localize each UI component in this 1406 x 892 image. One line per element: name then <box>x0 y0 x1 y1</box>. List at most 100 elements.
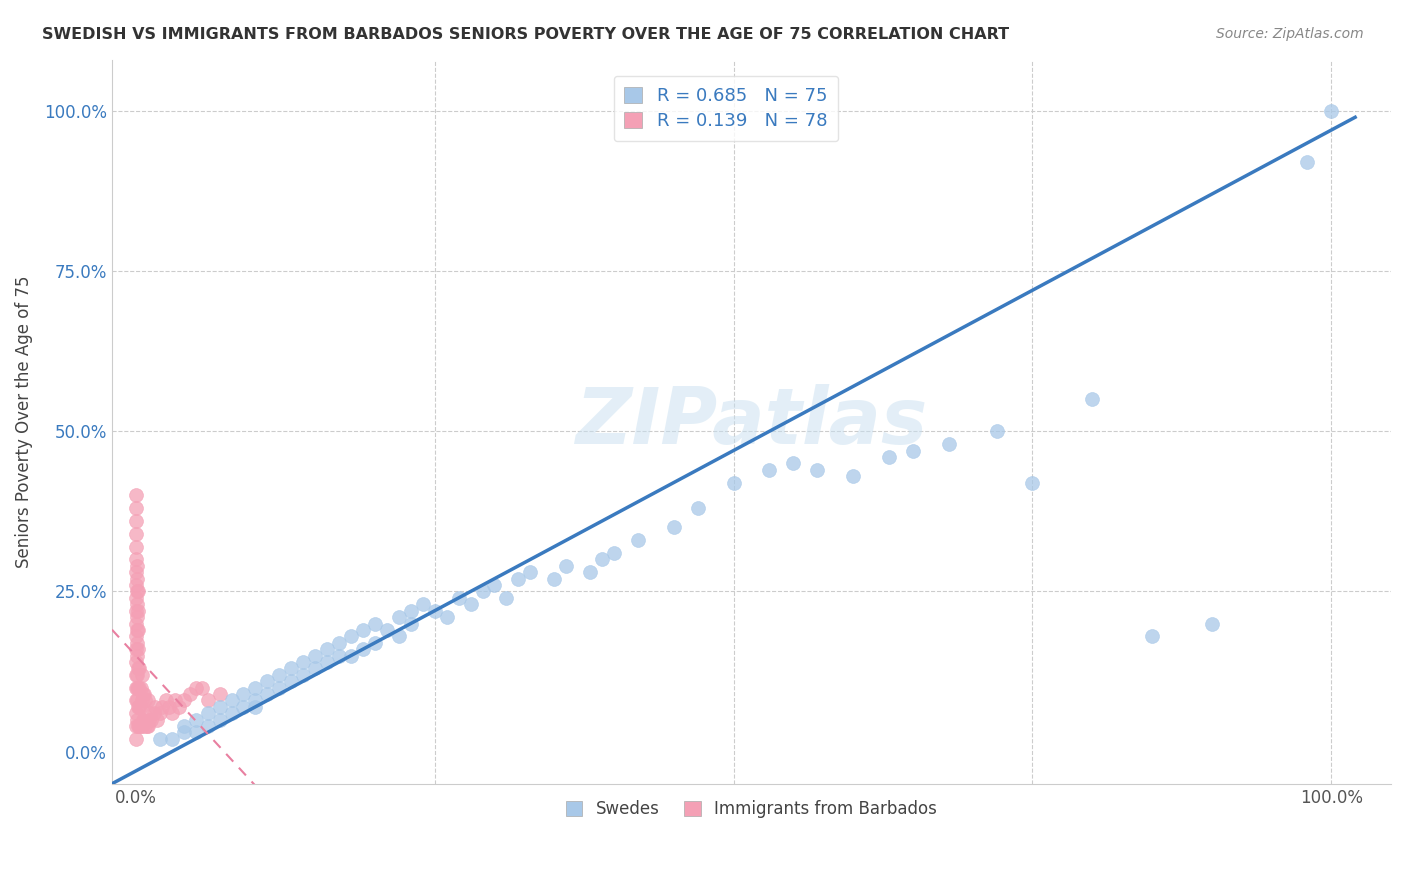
Point <box>221 693 243 707</box>
Point <box>127 661 149 675</box>
Point <box>128 699 150 714</box>
Point <box>125 488 148 502</box>
Point <box>447 591 470 605</box>
Point <box>125 591 148 605</box>
Point <box>316 642 339 657</box>
Point <box>292 655 315 669</box>
Text: Source: ZipAtlas.com: Source: ZipAtlas.com <box>1216 27 1364 41</box>
Legend: Swedes, Immigrants from Barbados: Swedes, Immigrants from Barbados <box>557 791 946 826</box>
Point <box>364 616 387 631</box>
Point <box>125 681 148 695</box>
Point <box>1021 475 1043 490</box>
Point <box>125 616 148 631</box>
Point <box>184 725 207 739</box>
Point <box>806 463 828 477</box>
Point <box>304 648 326 663</box>
Point <box>591 552 613 566</box>
Point <box>245 699 267 714</box>
Point <box>197 719 219 733</box>
Point <box>150 699 173 714</box>
Point <box>149 706 172 721</box>
Point <box>1201 616 1223 631</box>
Point <box>304 661 326 675</box>
Point <box>292 667 315 681</box>
Point <box>484 578 506 592</box>
Point <box>141 713 163 727</box>
Point <box>423 604 446 618</box>
Point <box>132 713 155 727</box>
Point <box>197 693 219 707</box>
Point <box>157 699 180 714</box>
Point <box>167 699 190 714</box>
Point <box>134 687 156 701</box>
Point <box>134 713 156 727</box>
Point <box>125 501 148 516</box>
Point <box>129 699 152 714</box>
Point <box>842 469 865 483</box>
Point <box>208 713 231 727</box>
Point <box>328 636 350 650</box>
Point <box>160 706 183 721</box>
Point <box>686 501 709 516</box>
Point <box>543 572 565 586</box>
Point <box>127 584 149 599</box>
Point <box>399 604 422 618</box>
Point <box>136 719 159 733</box>
Point <box>155 693 177 707</box>
Point <box>143 699 166 714</box>
Point <box>146 713 169 727</box>
Point <box>364 636 387 650</box>
Point <box>603 546 626 560</box>
Point <box>184 681 207 695</box>
Point <box>125 610 148 624</box>
Point <box>388 629 411 643</box>
Point <box>662 520 685 534</box>
Point <box>125 514 148 528</box>
Text: ZIPatlas: ZIPatlas <box>575 384 928 459</box>
Point <box>131 667 153 681</box>
Point <box>132 687 155 701</box>
Point <box>269 667 291 681</box>
Point <box>125 719 148 733</box>
Point <box>352 623 374 637</box>
Point <box>495 591 517 605</box>
Point <box>173 719 195 733</box>
Point <box>165 693 187 707</box>
Point <box>986 424 1008 438</box>
Point <box>269 681 291 695</box>
Point <box>316 655 339 669</box>
Point <box>125 623 148 637</box>
Point <box>328 648 350 663</box>
Point <box>127 604 149 618</box>
Point <box>340 648 363 663</box>
Point <box>149 731 172 746</box>
Point <box>758 463 780 477</box>
Point <box>173 693 195 707</box>
Point <box>125 648 148 663</box>
Y-axis label: Seniors Poverty Over the Age of 75: Seniors Poverty Over the Age of 75 <box>15 276 32 568</box>
Point <box>125 604 148 618</box>
Point <box>136 693 159 707</box>
Point <box>125 597 148 611</box>
Point <box>519 566 541 580</box>
Point <box>135 719 157 733</box>
Point <box>352 642 374 657</box>
Point <box>131 693 153 707</box>
Point <box>125 629 148 643</box>
Text: SWEDISH VS IMMIGRANTS FROM BARBADOS SENIORS POVERTY OVER THE AGE OF 75 CORRELATI: SWEDISH VS IMMIGRANTS FROM BARBADOS SENI… <box>42 27 1010 42</box>
Point <box>125 655 148 669</box>
Point <box>197 706 219 721</box>
Point <box>1081 392 1104 407</box>
Point <box>125 572 148 586</box>
Point <box>245 681 267 695</box>
Point <box>245 693 267 707</box>
Point <box>134 693 156 707</box>
Point <box>280 674 302 689</box>
Point <box>134 719 156 733</box>
Point <box>179 687 201 701</box>
Point <box>125 693 148 707</box>
Point <box>388 610 411 624</box>
Point <box>125 681 148 695</box>
Point <box>901 443 924 458</box>
Point <box>142 706 165 721</box>
